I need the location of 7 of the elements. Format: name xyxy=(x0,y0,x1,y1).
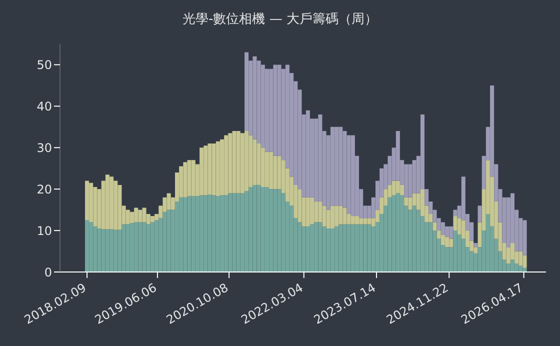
y-tick-label: 20 xyxy=(36,182,52,196)
y-tick-label: 0 xyxy=(44,265,52,280)
y-tick-label: 50 xyxy=(36,58,52,72)
chart-title: 光學-數位相機 — 大戶籌碼（周） xyxy=(182,11,378,28)
y-tick-label: 30 xyxy=(36,140,52,155)
y-tick-label: 40 xyxy=(36,99,52,114)
y-tick-label: 10 xyxy=(36,224,52,238)
